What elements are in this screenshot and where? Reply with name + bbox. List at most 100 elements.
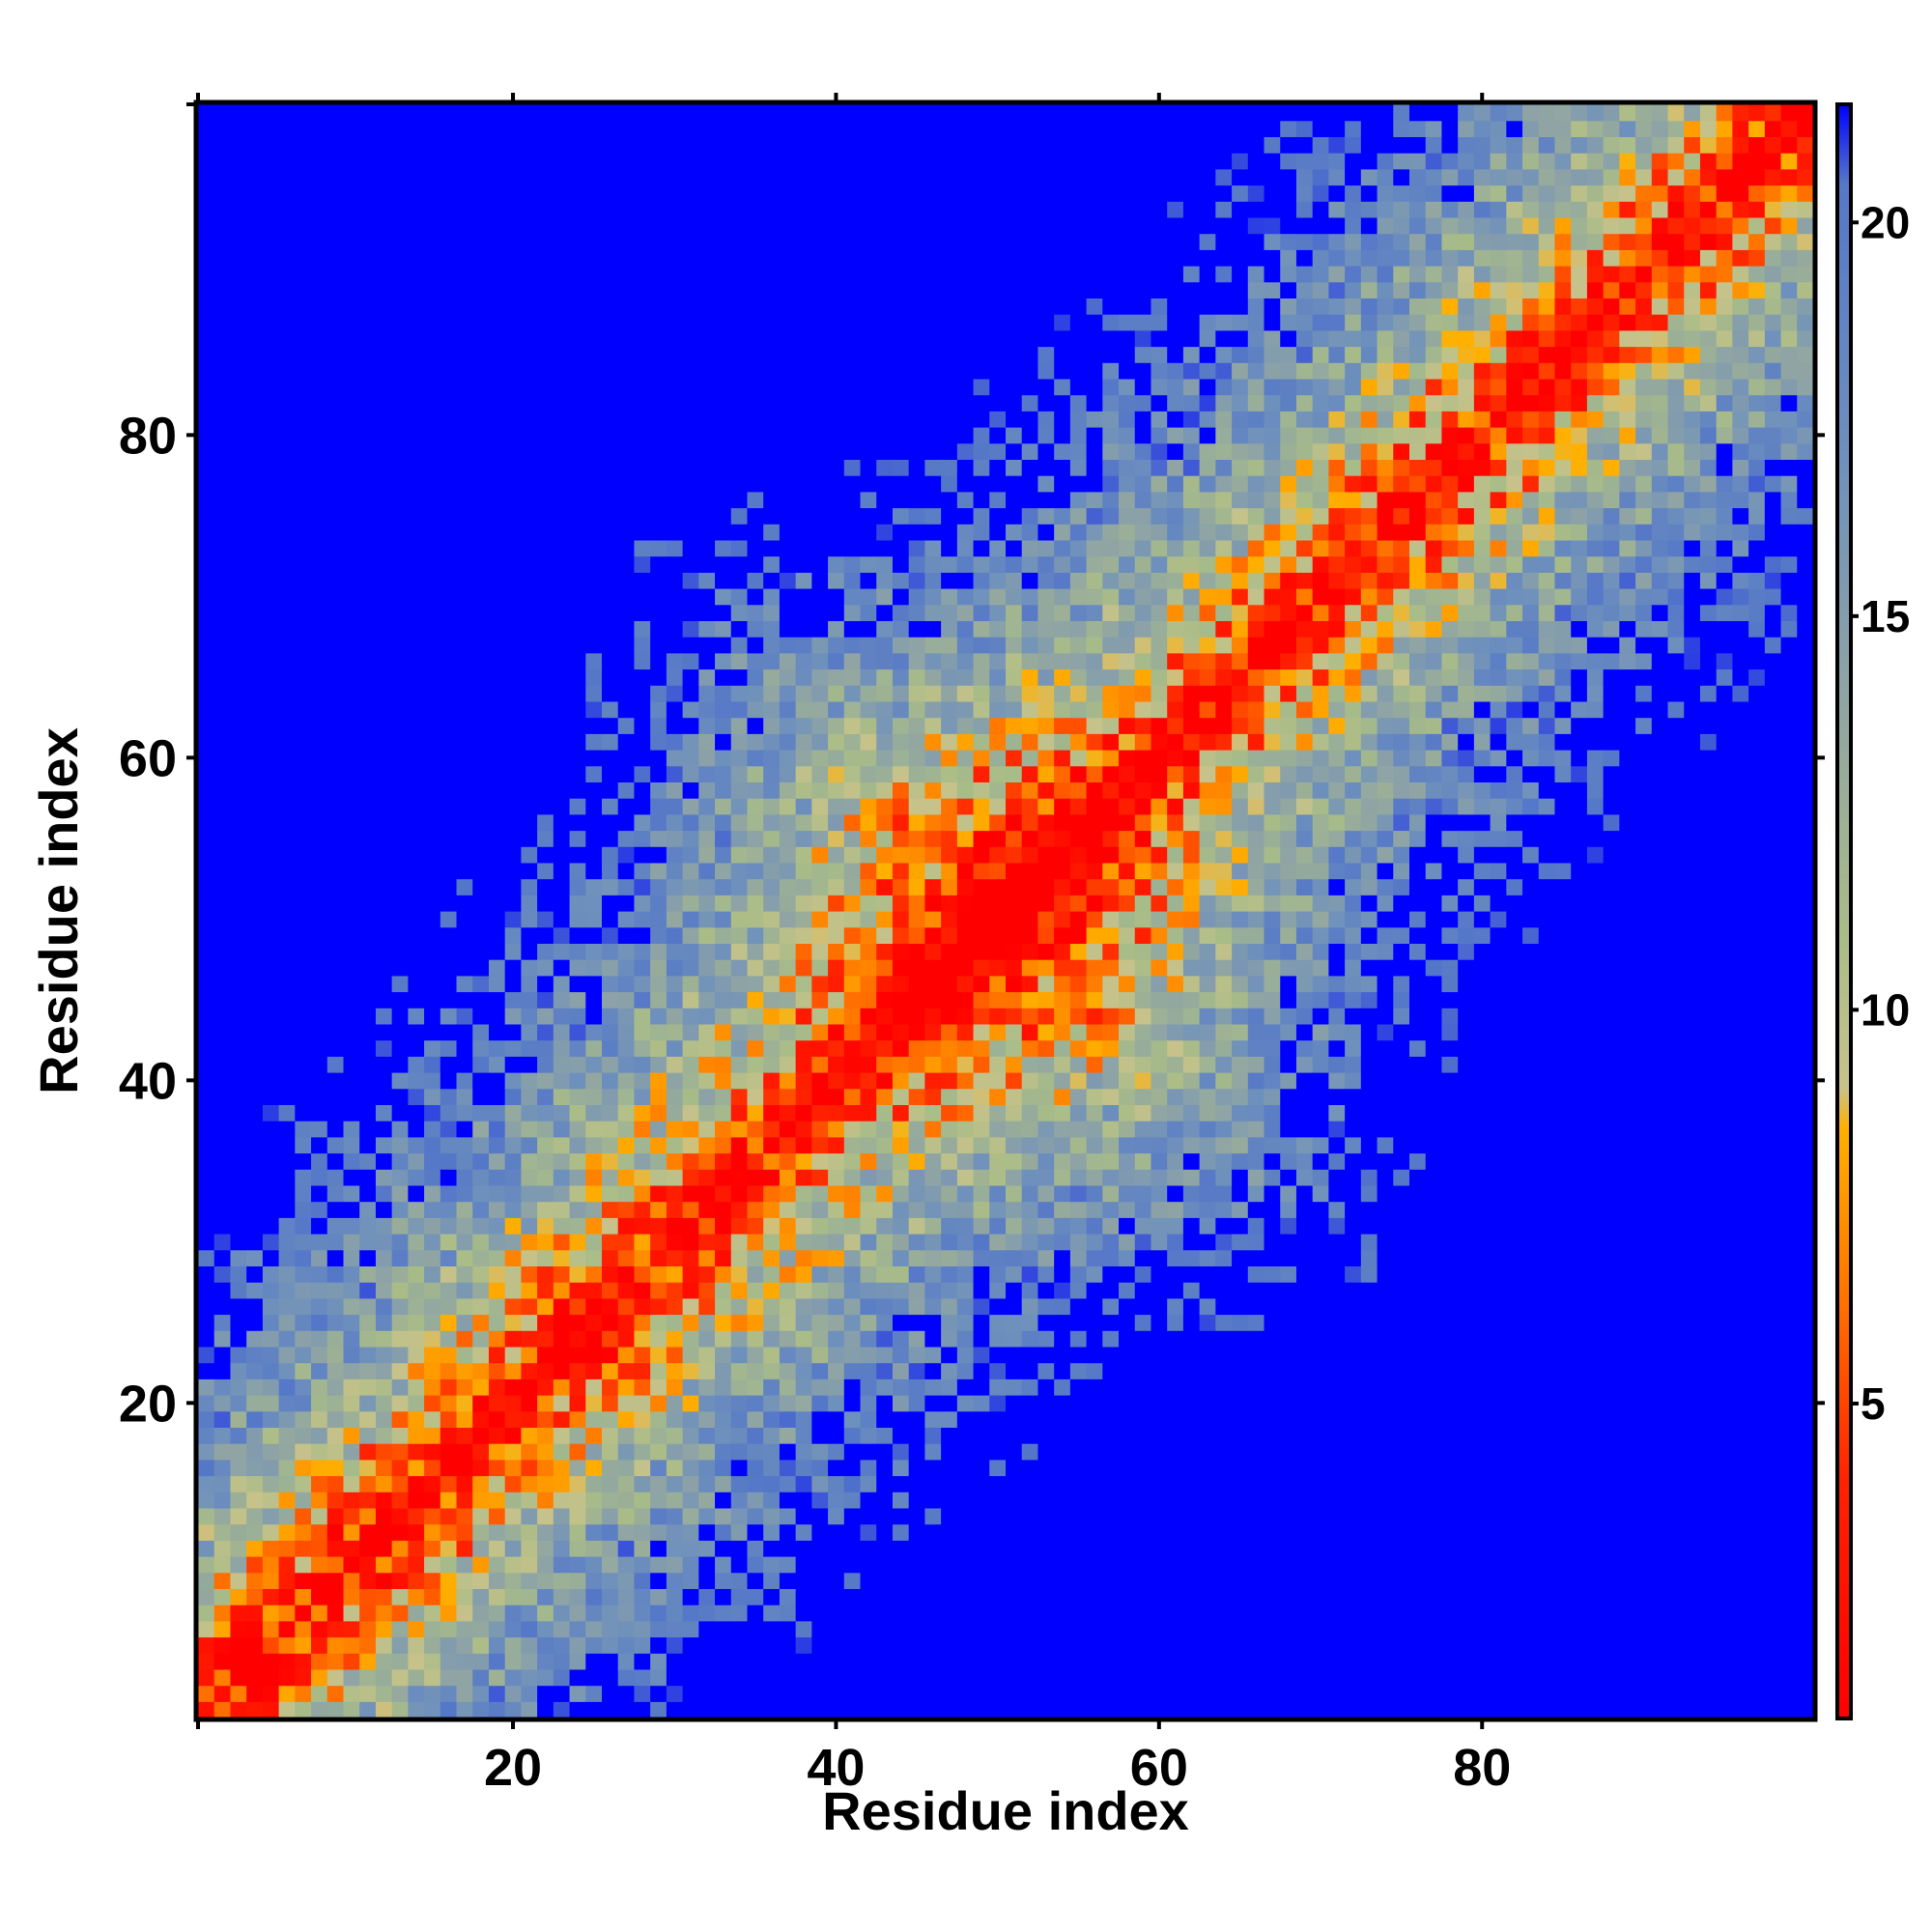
heatmap-cell [924,491,942,509]
heatmap-cell [456,1072,473,1090]
heatmap-cell [682,459,699,476]
heatmap-cell [327,233,345,250]
heatmap-cell [634,168,651,186]
heatmap-cell [892,1217,910,1235]
heatmap-cell [521,1330,538,1348]
heatmap-cell [488,668,506,686]
heatmap-cell [715,1088,732,1105]
heatmap-cell [941,604,958,621]
heatmap-cell [698,136,716,154]
heatmap-cell [602,668,619,686]
heatmap-cell [698,411,716,428]
heatmap-cell [440,329,458,348]
heatmap-cell [440,539,458,557]
heatmap-cell [811,266,829,283]
heatmap-cell [892,1427,910,1444]
heatmap-cell [860,1395,877,1412]
heatmap-cell [682,1443,699,1461]
heatmap-cell [763,846,781,864]
heatmap-cell [230,604,247,621]
heatmap-cell [246,1572,264,1589]
heatmap-cell [747,1540,764,1557]
heatmap-cell [876,427,894,444]
heatmap-cell [617,813,636,832]
heatmap-cell [666,781,684,799]
heatmap-cell [617,572,636,589]
heatmap-cell [730,1088,749,1105]
heatmap-cell [311,1023,328,1041]
heatmap-cell [472,136,490,154]
heatmap-cell [440,959,458,977]
heatmap-cell [892,1265,910,1283]
heatmap-cell [779,1556,797,1574]
heatmap-cell [941,1184,958,1203]
heatmap-cell [617,1653,636,1670]
heatmap-cell [876,943,894,960]
heatmap-cell [973,1039,990,1057]
heatmap-cell [230,281,247,298]
heatmap-cell [456,1443,473,1461]
heatmap-cell [198,943,215,960]
heatmap-cell [860,943,877,960]
heatmap-cell [843,1217,862,1235]
heatmap-cell [569,1362,586,1379]
heatmap-cell [715,314,732,331]
heatmap-cell [908,329,925,348]
heatmap-cell [424,1330,441,1348]
heatmap-cell [295,524,312,541]
heatmap-cell [617,1039,636,1057]
heatmap-cell [602,539,619,557]
heatmap-cell [553,1201,571,1218]
heatmap-cell [715,1605,732,1622]
heatmap-cell [213,1297,232,1316]
heatmap-cell [892,637,910,654]
heatmap-cell [956,1314,975,1331]
heatmap-cell [585,991,603,1009]
heatmap-cell [424,668,441,686]
heatmap-cell [359,120,377,137]
heatmap-cell [811,1410,829,1428]
heatmap-cell [295,588,312,606]
heatmap-cell [941,813,958,832]
heatmap-cell [278,1378,296,1396]
heatmap-cell [698,959,716,977]
heatmap-cell [488,1152,506,1170]
heatmap-cell [795,394,812,412]
heatmap-cell [715,1668,732,1687]
heatmap-cell [521,136,538,154]
heatmap-cell [230,733,247,751]
heatmap-cell [811,895,829,912]
heatmap-cell [617,1314,636,1331]
heatmap-cell [989,1701,1007,1719]
heatmap-cell [456,1314,473,1331]
heatmap-cell [198,1314,215,1331]
heatmap-cell [860,524,877,541]
heatmap-cell [602,1297,619,1316]
heatmap-cell [488,1282,506,1299]
heatmap-cell [440,830,458,847]
heatmap-cell [876,1314,894,1331]
heatmap-cell [989,362,1007,380]
heatmap-cell [521,1605,538,1622]
heatmap-cell [262,620,280,638]
heatmap-cell [666,1540,684,1557]
heatmap-cell [585,1492,603,1509]
heatmap-cell [779,266,797,283]
heatmap-cell [973,1297,990,1316]
heatmap-cell [715,1152,732,1170]
heatmap-cell [715,475,732,493]
heatmap-cell [924,298,942,315]
heatmap-cell [682,1378,699,1396]
heatmap-cell [908,1378,925,1396]
heatmap-cell [715,1008,732,1025]
heatmap-cell [553,524,571,541]
heatmap-cell [262,572,280,589]
heatmap-cell [876,1023,894,1041]
heatmap-cell [424,1265,441,1283]
heatmap-cell [343,491,360,509]
heatmap-cell [956,652,975,670]
heatmap-cell [198,1234,215,1251]
heatmap-cell [553,1184,571,1203]
heatmap-cell [230,926,247,944]
heatmap-cell [666,1121,684,1138]
